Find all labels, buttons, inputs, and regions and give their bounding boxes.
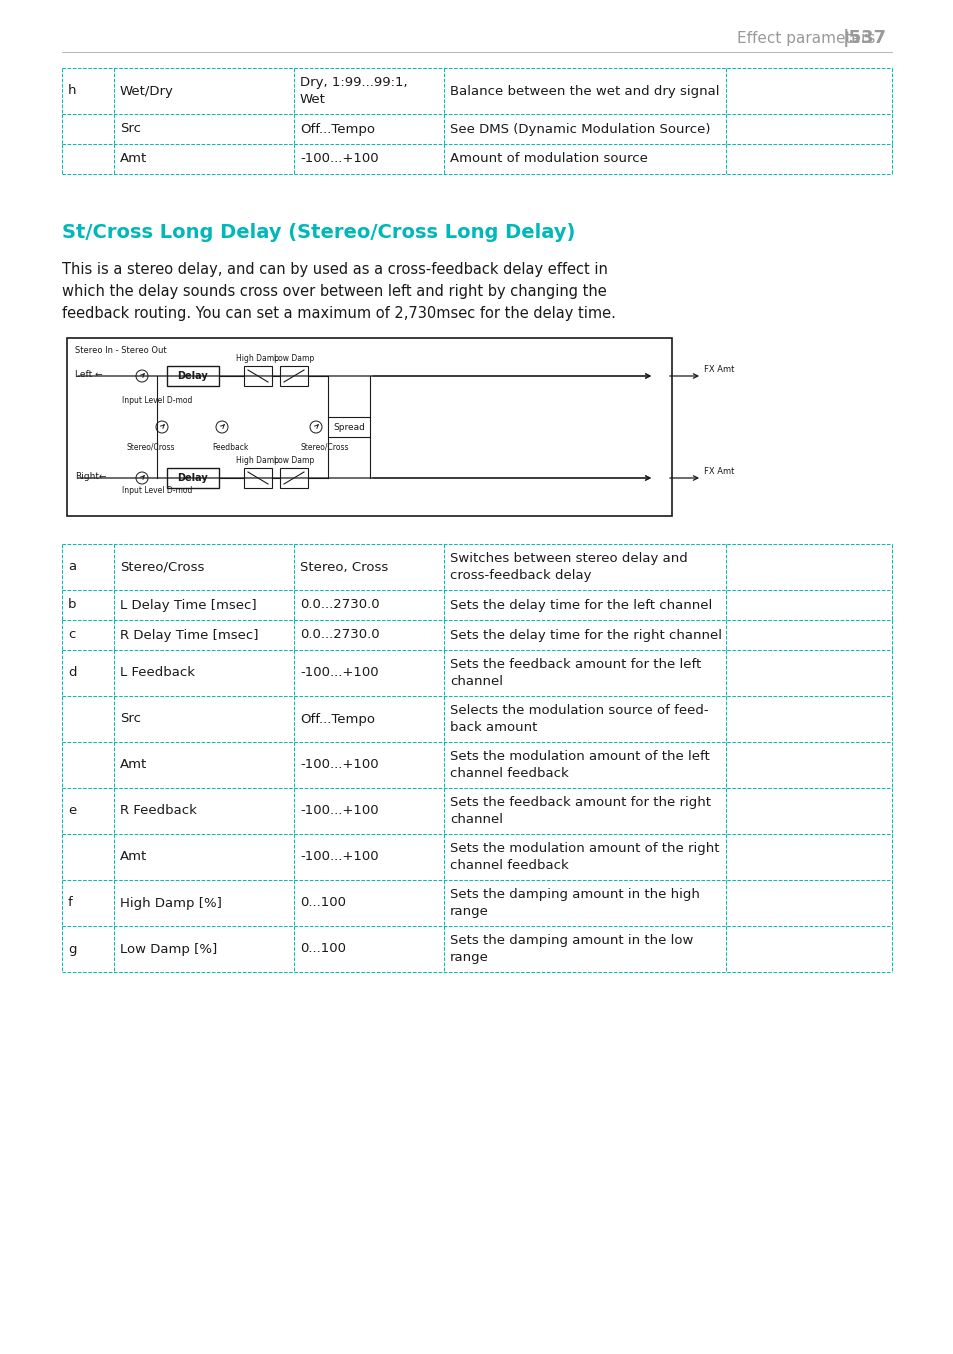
- Text: L Feedback: L Feedback: [120, 666, 194, 680]
- Text: FX Amt: FX Amt: [703, 467, 734, 477]
- Text: -100...+100: -100...+100: [299, 666, 378, 680]
- Text: which the delay sounds cross over between left and right by changing the: which the delay sounds cross over betwee…: [62, 284, 606, 299]
- Text: -100...+100: -100...+100: [299, 153, 378, 165]
- Text: Off...Tempo: Off...Tempo: [299, 122, 375, 135]
- Text: Stereo In - Stereo Out: Stereo In - Stereo Out: [75, 347, 167, 355]
- Text: |537: |537: [842, 28, 886, 47]
- Text: St/Cross Long Delay (Stereo/Cross Long Delay): St/Cross Long Delay (Stereo/Cross Long D…: [62, 222, 575, 241]
- Bar: [328, 417, 370, 437]
- Bar: [167, 468, 219, 487]
- Text: Src: Src: [120, 712, 141, 726]
- Bar: [167, 366, 219, 386]
- Text: 0.0...2730.0: 0.0...2730.0: [299, 598, 379, 612]
- Text: Switches between stereo delay and
cross-feedback delay: Switches between stereo delay and cross-…: [450, 552, 687, 582]
- Text: Selects the modulation source of feed-
back amount: Selects the modulation source of feed- b…: [450, 704, 708, 734]
- Text: Wet/Dry: Wet/Dry: [120, 84, 173, 97]
- Text: R Feedback: R Feedback: [120, 804, 196, 818]
- Text: e: e: [68, 804, 76, 818]
- Bar: [280, 366, 308, 386]
- Text: g: g: [68, 942, 76, 956]
- Text: Sets the feedback amount for the right
channel: Sets the feedback amount for the right c…: [450, 796, 710, 826]
- Text: Amt: Amt: [120, 758, 147, 772]
- Text: Input Level D-mod: Input Level D-mod: [122, 486, 193, 496]
- Text: High Damp: High Damp: [236, 353, 279, 363]
- Text: See DMS (Dynamic Modulation Source): See DMS (Dynamic Modulation Source): [450, 122, 710, 135]
- Text: Feedback: Feedback: [212, 443, 248, 452]
- Text: Sets the modulation amount of the right
channel feedback: Sets the modulation amount of the right …: [450, 842, 719, 872]
- Bar: [280, 468, 308, 487]
- Text: Effect parameters: Effect parameters: [737, 31, 875, 46]
- Text: Input Level D-mod: Input Level D-mod: [122, 395, 193, 405]
- Text: Delay: Delay: [177, 473, 208, 483]
- Text: Stereo/Cross: Stereo/Cross: [301, 443, 349, 452]
- Text: Stereo/Cross: Stereo/Cross: [120, 561, 204, 574]
- Text: Stereo/Cross: Stereo/Cross: [127, 443, 175, 452]
- Text: c: c: [68, 628, 75, 642]
- Text: -100...+100: -100...+100: [299, 804, 378, 818]
- Text: f: f: [68, 896, 72, 910]
- Text: Amt: Amt: [120, 850, 147, 864]
- Text: Amt: Amt: [120, 153, 147, 165]
- Text: Right←: Right←: [75, 473, 107, 481]
- Text: Low Damp [%]: Low Damp [%]: [120, 942, 217, 956]
- Text: Delay: Delay: [177, 371, 208, 380]
- Bar: [244, 468, 272, 487]
- Text: Balance between the wet and dry signal: Balance between the wet and dry signal: [450, 84, 719, 97]
- Text: feedback routing. You can set a maximum of 2,730msec for the delay time.: feedback routing. You can set a maximum …: [62, 306, 616, 321]
- Text: Amount of modulation source: Amount of modulation source: [450, 153, 647, 165]
- Text: This is a stereo delay, and can by used as a cross-feedback delay effect in: This is a stereo delay, and can by used …: [62, 263, 607, 278]
- Text: Sets the feedback amount for the left
channel: Sets the feedback amount for the left ch…: [450, 658, 700, 688]
- Text: Low Damp: Low Damp: [274, 353, 314, 363]
- Text: Left ←: Left ←: [75, 370, 103, 379]
- Text: Src: Src: [120, 122, 141, 135]
- Text: Spread: Spread: [333, 422, 365, 432]
- Text: h: h: [68, 84, 76, 97]
- Text: a: a: [68, 561, 76, 574]
- Text: b: b: [68, 598, 76, 612]
- Bar: [244, 366, 272, 386]
- Text: 0.0...2730.0: 0.0...2730.0: [299, 628, 379, 642]
- Text: -100...+100: -100...+100: [299, 758, 378, 772]
- Text: 0...100: 0...100: [299, 942, 346, 956]
- Text: L Delay Time [msec]: L Delay Time [msec]: [120, 598, 256, 612]
- Text: Off...Tempo: Off...Tempo: [299, 712, 375, 726]
- Text: 0...100: 0...100: [299, 896, 346, 910]
- Text: -100...+100: -100...+100: [299, 850, 378, 864]
- Text: FX Amt: FX Amt: [703, 366, 734, 374]
- Text: Sets the damping amount in the low
range: Sets the damping amount in the low range: [450, 934, 693, 964]
- Text: High Damp: High Damp: [236, 456, 279, 464]
- Text: R Delay Time [msec]: R Delay Time [msec]: [120, 628, 258, 642]
- Text: Dry, 1:99...99:1,
Wet: Dry, 1:99...99:1, Wet: [299, 76, 407, 106]
- Text: Sets the delay time for the left channel: Sets the delay time for the left channel: [450, 598, 712, 612]
- Text: Sets the damping amount in the high
range: Sets the damping amount in the high rang…: [450, 888, 700, 918]
- Bar: [67, 338, 671, 516]
- Text: d: d: [68, 666, 76, 680]
- Text: Sets the delay time for the right channel: Sets the delay time for the right channe…: [450, 628, 721, 642]
- Text: Low Damp: Low Damp: [274, 456, 314, 464]
- Text: Sets the modulation amount of the left
channel feedback: Sets the modulation amount of the left c…: [450, 750, 709, 780]
- Text: Stereo, Cross: Stereo, Cross: [299, 561, 388, 574]
- Text: High Damp [%]: High Damp [%]: [120, 896, 222, 910]
